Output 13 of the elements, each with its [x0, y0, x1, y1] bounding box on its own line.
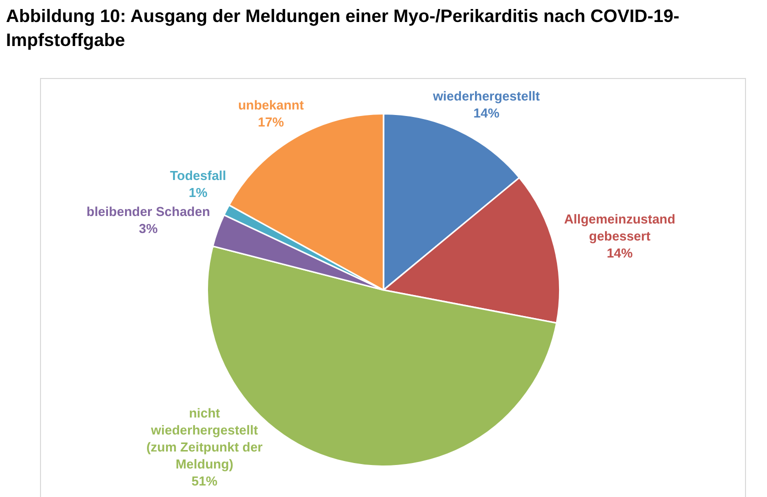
- slice-label: nicht wiederhergestellt (zum Zeitpunkt der Meldung): [146, 405, 263, 472]
- slice-label: bleibender Schaden: [86, 204, 210, 219]
- data-label: 17%: [258, 114, 284, 130]
- slice-label: Todesfall: [170, 168, 226, 183]
- data-label: 1%: [188, 184, 208, 200]
- slice-label: unbekannt: [238, 97, 304, 112]
- slice-label: wiederhergestellt: [432, 88, 541, 104]
- data-label: 51%: [191, 473, 218, 488]
- data-label: 14%: [473, 105, 500, 120]
- chart-title: Abbildung 10: Ausgang der Meldungen einer Myo-/Perikarditis nach COVID-19-Impfstoffgabe: [6, 5, 680, 52]
- slice-label: Allgemeinzustand gebessert: [564, 212, 676, 244]
- data-label: 14%: [606, 246, 634, 261]
- data-label: 3%: [138, 220, 158, 236]
